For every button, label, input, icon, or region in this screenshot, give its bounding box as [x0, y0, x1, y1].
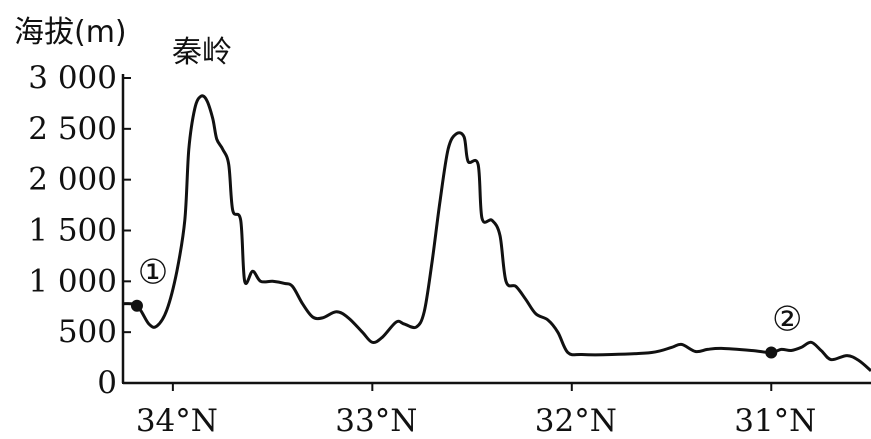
marker-dot — [765, 346, 778, 359]
marker-label: ② — [772, 300, 802, 340]
y-tick-label: 500 — [58, 314, 117, 350]
y-tick-label: 2 500 — [28, 111, 117, 147]
series-layer — [122, 94, 871, 372]
x-tick-label: 34°N — [136, 403, 218, 439]
qinling-annotation: 秦岭 — [172, 35, 232, 70]
y-axis-title: 海拔(m) — [14, 15, 127, 50]
y-tick-label: 1 000 — [28, 263, 117, 299]
y-tick-label: 1 500 — [28, 213, 117, 249]
y-ticks: 0 500 1 000 1 500 2 000 2 500 3 000 — [28, 60, 131, 401]
x-ticks: 34°N 33°N 32°N 31°N — [136, 383, 816, 439]
marker-label: ① — [138, 253, 168, 293]
elevation-line — [122, 94, 871, 372]
y-tick-label: 3 000 — [28, 60, 117, 96]
y-tick-label: 0 — [97, 365, 117, 401]
x-tick-label: 33°N — [335, 403, 417, 439]
markers: ①② — [130, 253, 803, 359]
x-tick-label: 32°N — [535, 403, 617, 439]
x-tick-label: 31°N — [734, 403, 816, 439]
marker-dot — [130, 299, 143, 312]
y-tick-label: 2 000 — [28, 162, 117, 198]
